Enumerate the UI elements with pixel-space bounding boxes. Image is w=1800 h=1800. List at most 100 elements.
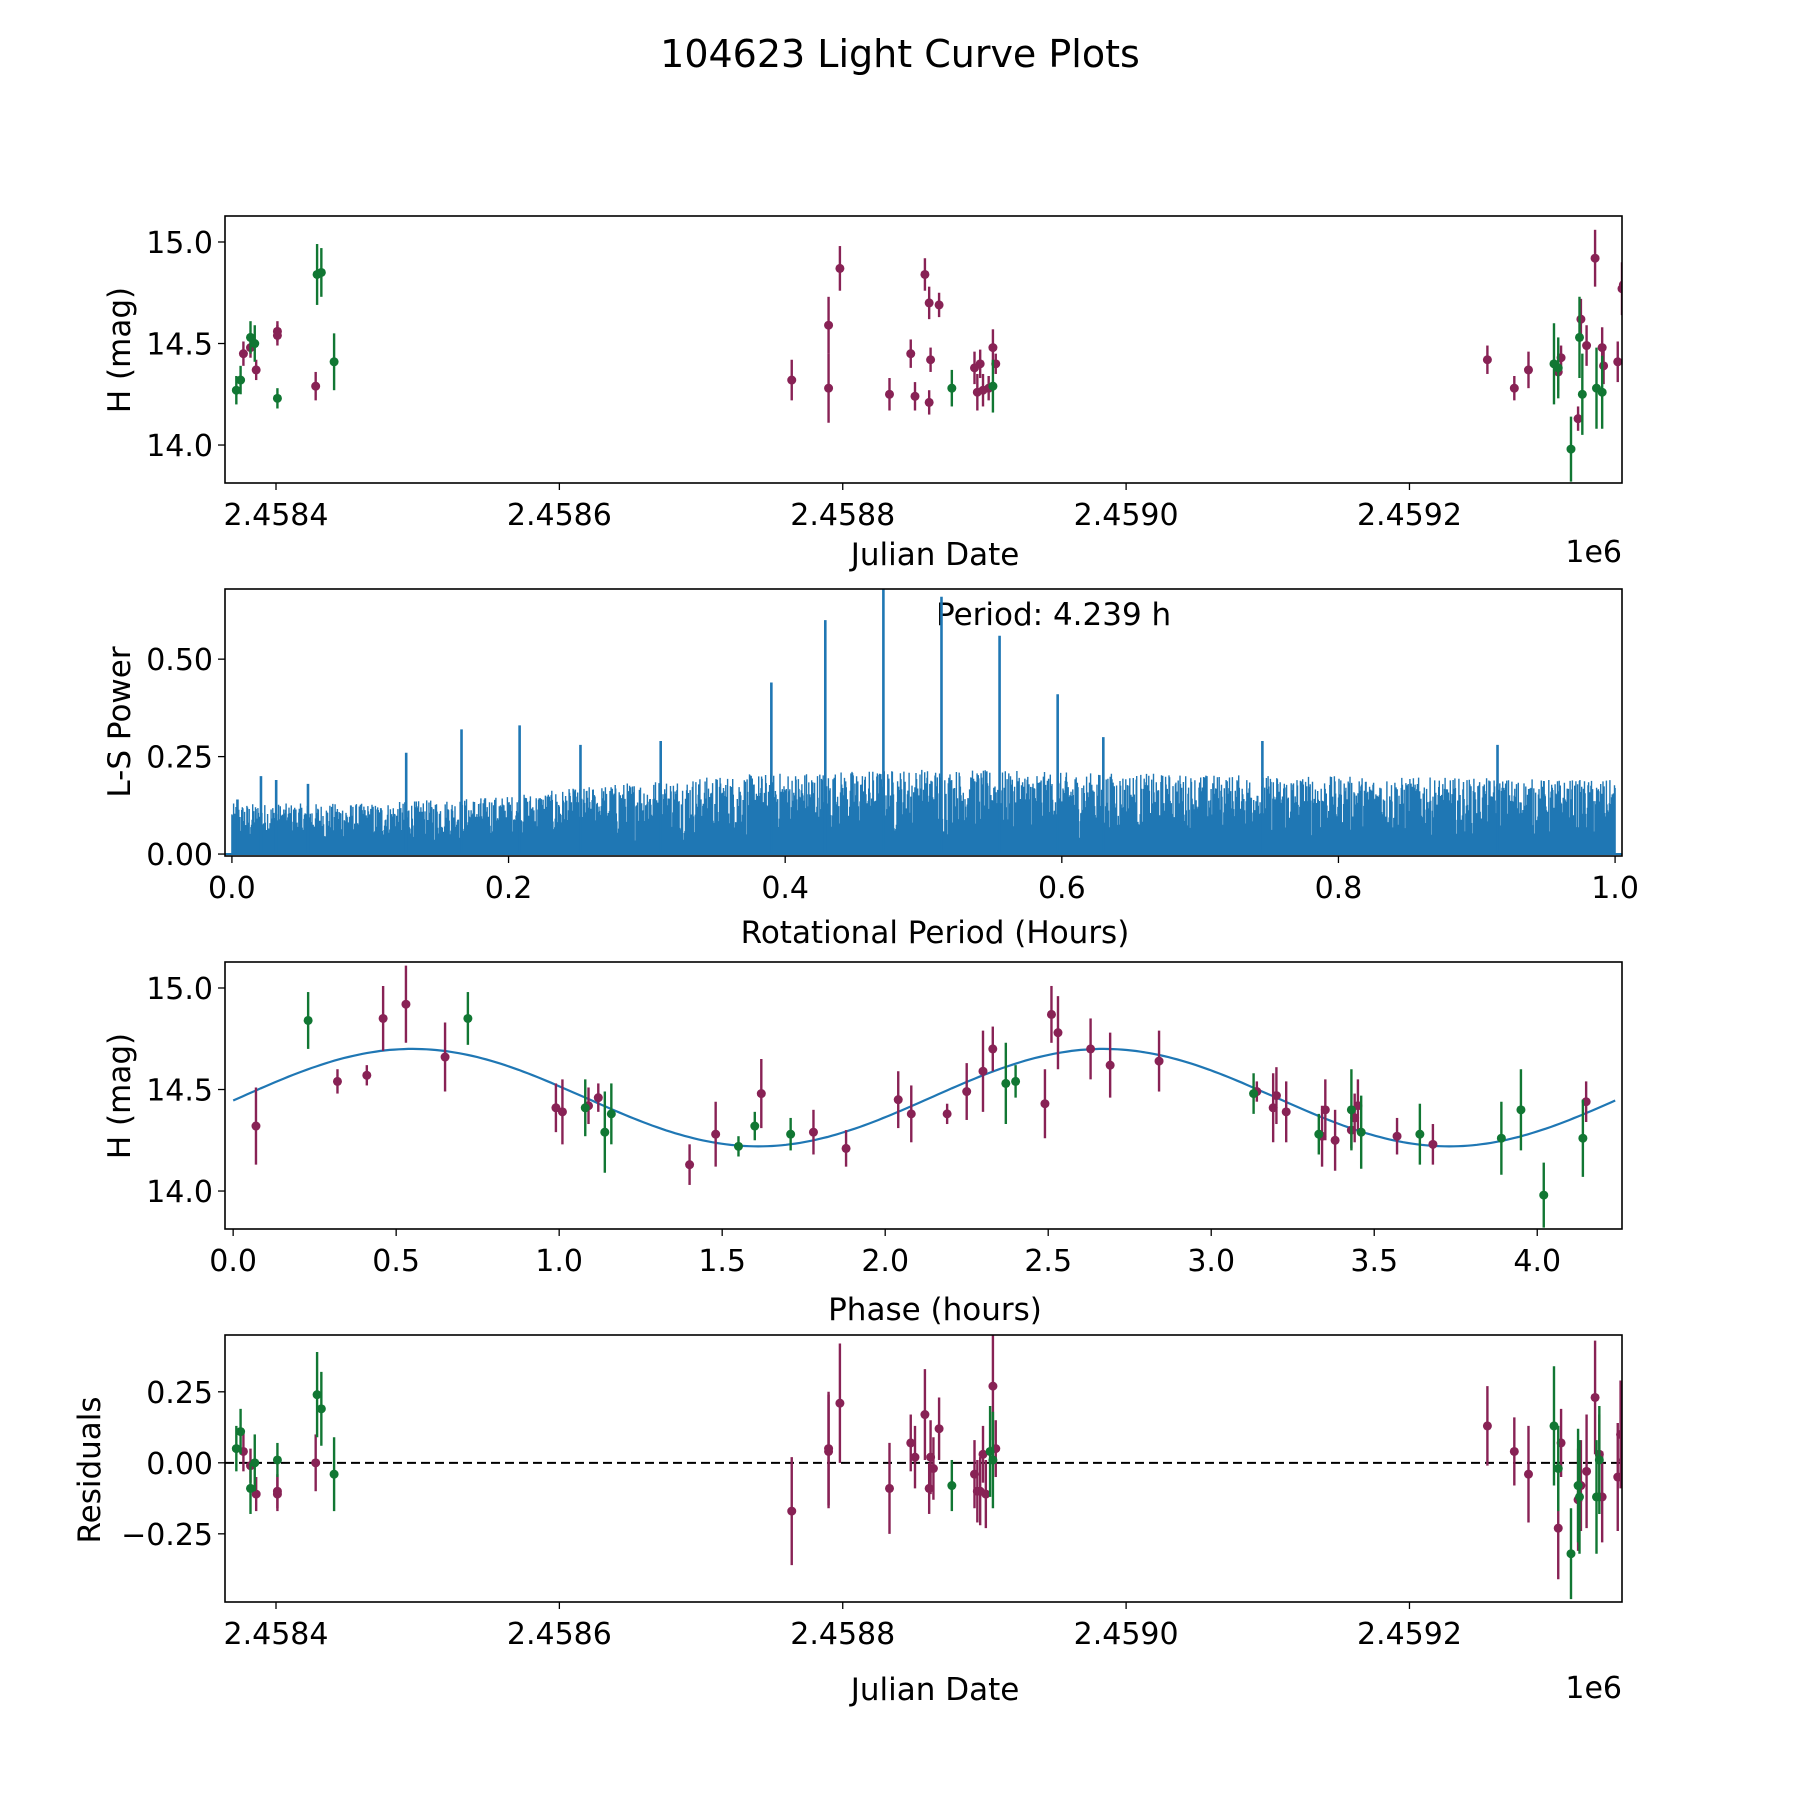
filter_a-point xyxy=(1320,1105,1330,1115)
filter_a-point xyxy=(1590,1392,1600,1402)
filter_b-point xyxy=(1566,444,1576,454)
lightcurve-marks xyxy=(231,229,1636,482)
filter_a-point xyxy=(1627,311,1636,320)
filter_a-point xyxy=(685,1160,695,1170)
filter_a-point xyxy=(906,1438,916,1448)
filter_b-point xyxy=(1001,1078,1011,1088)
filter_a-point xyxy=(1621,1432,1622,1436)
x-tick-label: 3.0 xyxy=(1187,1244,1235,1279)
filter_a-point xyxy=(893,1095,903,1105)
filter_a-point xyxy=(593,1093,603,1103)
filter_a-point xyxy=(962,1087,972,1097)
periodogram-xlabel: Rotational Period (Hours) xyxy=(741,915,1130,951)
x-tick-label: 2.4590 xyxy=(1074,498,1179,533)
filter_a-point xyxy=(1599,361,1609,371)
filter_a-point xyxy=(1616,1429,1622,1439)
filter_a-point xyxy=(1597,343,1607,353)
filter_a-point xyxy=(910,1452,920,1462)
filter_a-point xyxy=(928,1464,938,1473)
x-tick-label: 1.0 xyxy=(1591,871,1639,906)
y-tick-label: 15.0 xyxy=(146,226,213,261)
filter_a-point xyxy=(978,1066,988,1076)
filter_a-point xyxy=(251,1121,261,1131)
filter_b-point xyxy=(1516,1105,1526,1115)
filter_b-point xyxy=(329,357,339,367)
filter_a-point xyxy=(906,1109,916,1119)
filter_b-point xyxy=(786,1129,796,1139)
phased-ylabel: H (mag) xyxy=(102,1033,138,1159)
lightcurve-x-offset: 1e6 xyxy=(1565,535,1622,570)
filter_a-point xyxy=(988,343,998,353)
filter_a-point xyxy=(988,1044,998,1054)
filter_a-point xyxy=(1618,280,1622,289)
filter_b-point xyxy=(600,1127,610,1137)
phased-xlabel: Phase (hours) xyxy=(828,1292,1042,1328)
x-tick-label: 1.0 xyxy=(535,1244,583,1279)
filter_a-point xyxy=(1053,1028,1063,1038)
filter_a-point xyxy=(311,381,321,391)
filter_a-point xyxy=(884,389,894,399)
filter_a-point xyxy=(920,1410,930,1420)
filter_a-point xyxy=(378,1013,388,1023)
filter_b-point xyxy=(1346,1105,1356,1115)
filter_b-point xyxy=(580,1103,590,1113)
filter_a-point xyxy=(1523,1469,1533,1479)
filter_b-point xyxy=(988,1455,998,1465)
filter_a-point xyxy=(1482,1421,1492,1431)
filter_b-point xyxy=(1597,387,1607,397)
filter_a-point xyxy=(787,375,797,385)
filter_a-point xyxy=(978,1449,988,1459)
x-tick-label: 2.4588 xyxy=(790,498,895,533)
y-tick-label: 0.00 xyxy=(146,838,213,873)
filter_a-point xyxy=(808,1127,818,1137)
filter_b-point xyxy=(1577,389,1587,399)
filter_a-point xyxy=(924,397,934,407)
filter_a-point xyxy=(1582,341,1592,351)
filter_a-point xyxy=(824,1444,834,1454)
filter_a-point xyxy=(1086,1044,1096,1054)
filter_a-point xyxy=(557,1107,567,1117)
filter_a-point xyxy=(1154,1056,1164,1066)
filter_a-point xyxy=(1573,414,1583,424)
filter_b-point xyxy=(272,1455,282,1465)
residuals-x-offset: 1e6 xyxy=(1565,1671,1622,1706)
x-tick-label: 0.6 xyxy=(1038,871,1086,906)
filter_a-point xyxy=(1040,1099,1050,1109)
filter_b-point xyxy=(231,385,241,395)
filter_a-point xyxy=(1523,365,1533,375)
filter_b-point xyxy=(250,1458,260,1468)
filter_a-point xyxy=(272,330,282,340)
x-tick-label: 2.4592 xyxy=(1357,1617,1462,1652)
filter_a-point xyxy=(824,383,834,393)
filter_b-point xyxy=(1553,363,1563,373)
residuals-panel: Julian Date Residuals 1e6 2.4584 2.4586 2.… xyxy=(72,1334,1623,1708)
y-tick-label: 14.0 xyxy=(146,1175,213,1210)
periodogram-axes-frame xyxy=(224,588,1623,857)
filter_b-point xyxy=(316,1404,326,1414)
filter_a-point xyxy=(988,1381,998,1391)
filter_b-point xyxy=(1549,1421,1559,1431)
filter_b-point xyxy=(236,1427,246,1437)
x-tick-label: 0.5 xyxy=(372,1244,420,1279)
filter_a-point xyxy=(906,349,916,359)
filter_a-point xyxy=(756,1089,766,1099)
residuals-ylabel: Residuals xyxy=(72,1396,108,1543)
filter_a-point xyxy=(1509,1446,1519,1456)
filter_a-point xyxy=(934,300,944,310)
filter_a-point xyxy=(981,1489,991,1499)
filter_b-point xyxy=(733,1141,743,1151)
filter_b-point xyxy=(947,1481,957,1491)
filter_b-point xyxy=(1574,1492,1584,1502)
filter_a-point xyxy=(251,365,261,375)
x-tick-label: 0.2 xyxy=(485,871,533,906)
filter_a-point xyxy=(884,1483,894,1493)
filter_a-point xyxy=(362,1070,372,1080)
y-tick-label: 14.5 xyxy=(146,1074,213,1109)
x-tick-label: 2.0 xyxy=(861,1244,909,1279)
filter_b-point xyxy=(1566,1549,1576,1559)
filter_b-point xyxy=(1011,1076,1021,1086)
x-tick-label: 3.5 xyxy=(1350,1244,1398,1279)
filter_b-point xyxy=(316,267,326,277)
filter_b-point xyxy=(246,1483,256,1493)
residuals-marks xyxy=(225,1335,1622,1600)
